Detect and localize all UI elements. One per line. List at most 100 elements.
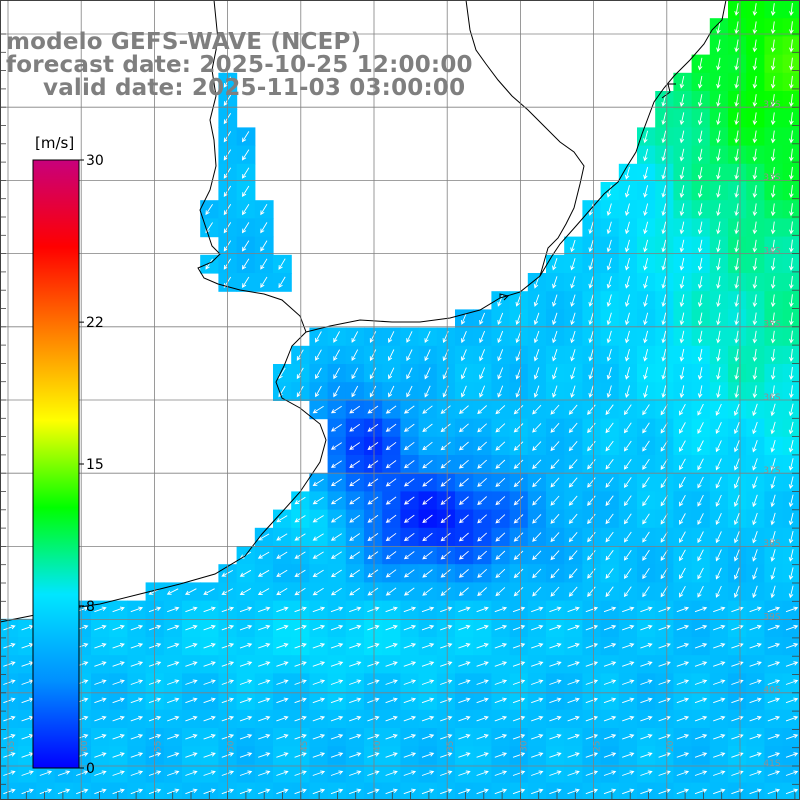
wind-arrow [167, 734, 180, 740]
wind-arrow [660, 549, 668, 561]
wind-arrow [587, 404, 596, 415]
wind-arrow [789, 294, 794, 308]
wind-arrow [567, 661, 580, 667]
wind-arrow [715, 422, 722, 435]
wind-arrow [606, 367, 612, 380]
wind-arrow [679, 239, 685, 253]
wind-arrow [330, 697, 344, 704]
wind-arrow [258, 715, 271, 722]
wind-arrow [770, 21, 776, 35]
wind-arrow [21, 770, 34, 776]
wind-arrow [587, 459, 596, 470]
wind-arrow [694, 788, 708, 795]
wind-arrow [495, 441, 506, 451]
wind-arrow [21, 788, 34, 795]
wind-arrow [406, 349, 413, 362]
wind-arrow [422, 496, 433, 505]
wind-arrow [276, 624, 289, 631]
wind-arrow [661, 94, 667, 107]
wind-arrow [550, 477, 560, 488]
wind-arrow [568, 532, 578, 543]
wind-arrow [789, 166, 794, 180]
wind-arrow [403, 643, 417, 649]
wind-arrow [497, 349, 504, 362]
wind-arrow [789, 112, 794, 126]
wind-arrow [241, 222, 250, 234]
latitude-label: 37S [763, 466, 780, 476]
wind-arrow [734, 330, 739, 344]
wind-arrow [789, 3, 794, 17]
wind-arrow [679, 385, 685, 399]
latitude-labels: 32S 33S 34S 35S 36S 37S 38S 39S 40S 41S [763, 100, 780, 769]
wind-arrow [767, 697, 781, 704]
wind-arrow [185, 661, 198, 667]
wind-arrow [679, 403, 686, 416]
wind-arrow [367, 715, 380, 722]
wind-arrow [550, 550, 560, 561]
wind-arrow [658, 624, 671, 631]
wind-arrow [679, 75, 685, 89]
wind-arrow [513, 423, 524, 433]
wind-arrow [130, 715, 144, 722]
wind-arrow [661, 385, 667, 399]
wind-arrow [552, 349, 558, 362]
wind-arrow [312, 533, 324, 541]
wind-arrow [733, 440, 740, 453]
wind-arrow [94, 661, 107, 667]
wind-arrow [643, 130, 649, 144]
wind-arrow [532, 423, 542, 433]
wind-arrow [661, 185, 667, 198]
wind-arrow [497, 294, 504, 307]
wind-arrow [789, 21, 794, 35]
wind-arrow [549, 770, 562, 776]
wind-arrow [697, 531, 704, 544]
wind-arrow [3, 679, 16, 685]
wind-arrow [203, 588, 215, 595]
wind-arrow [752, 166, 758, 180]
wind-arrow [585, 752, 599, 758]
wind-arrow [513, 441, 524, 451]
wind-arrow [752, 385, 758, 399]
wind-arrow [624, 330, 630, 344]
wind-arrow [734, 385, 739, 399]
wind-arrow [333, 349, 340, 362]
wind-arrow [697, 458, 704, 471]
wind-arrow [458, 514, 469, 524]
wind-arrow [734, 221, 739, 235]
wind-arrow [294, 734, 307, 740]
wind-arrow [167, 606, 180, 613]
wind-arrow [642, 477, 650, 489]
wind-arrow [643, 348, 649, 362]
wind-arrow [605, 459, 614, 470]
wind-arrow [788, 403, 794, 417]
wind-arrow [294, 624, 307, 631]
wind-arrow [770, 476, 776, 490]
latitude-label: 34S [763, 246, 780, 256]
wind-arrow [568, 568, 578, 579]
wind-arrow [494, 715, 508, 722]
longitude-label: 35 [446, 741, 456, 752]
wind-arrow [716, 203, 721, 217]
wind-arrow [752, 221, 758, 235]
wind-arrow [679, 185, 685, 198]
longitude-label: 45 [300, 741, 310, 752]
coastline [0, 0, 727, 623]
latitude-label: 35S [763, 320, 780, 330]
wind-arrow [658, 788, 671, 795]
wind-arrow [477, 550, 488, 560]
wind-arrow [658, 770, 671, 776]
wind-arrow [752, 585, 758, 599]
wind-arrow [421, 661, 435, 667]
wind-arrow [785, 643, 799, 649]
wind-arrow [203, 697, 216, 704]
wind-arrow [422, 514, 433, 523]
wind-arrow [605, 550, 614, 561]
wind-arrow [567, 679, 580, 685]
wind-arrow [258, 734, 271, 740]
wind-arrow [660, 495, 668, 507]
wind-arrow [716, 75, 721, 89]
wind-arrow [330, 478, 342, 487]
coastline-path [0, 0, 327, 623]
wind-arrow [585, 679, 599, 685]
wind-arrow [203, 734, 216, 740]
